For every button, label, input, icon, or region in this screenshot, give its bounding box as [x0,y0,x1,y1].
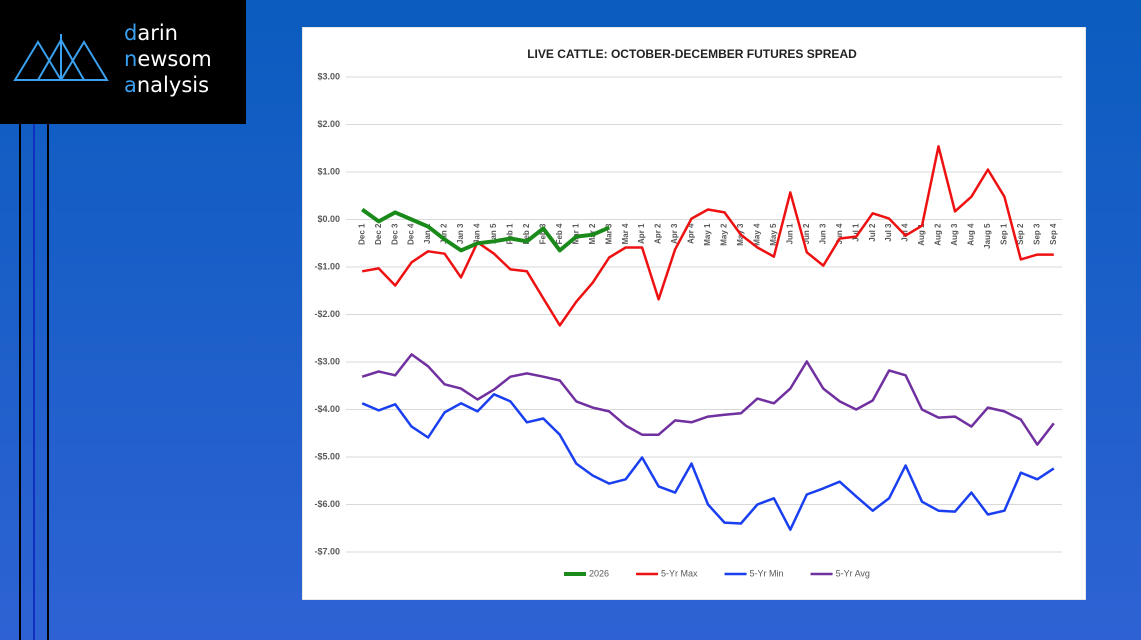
decor-bar [33,124,35,640]
y-tick-label: -$5.00 [314,451,340,461]
x-tick-label: Mar 3 [604,223,613,244]
y-tick-label: -$2.00 [314,309,340,319]
x-tick-label: Jun 3 [818,223,827,244]
x-tick-label: Jun 1 [785,223,794,244]
x-tick-label: Mar 1 [571,223,580,244]
x-tick-label: Apr 2 [654,223,663,244]
x-tick-label: Feb 4 [555,223,564,244]
x-tick-label: Jul 1 [851,223,860,242]
x-tick-label: Aug 4 [967,223,976,246]
logo-line: analysis [124,73,210,97]
legend-label: 2026 [589,568,609,578]
x-tick-label: Dec 1 [357,223,366,245]
x-tick-label: Feb 2 [522,223,531,244]
logo-line: darin [124,21,178,45]
chart-title: LIVE CATTLE: OCTOBER-DECEMBER FUTURES SP… [527,47,857,61]
x-tick-label: Jan 4 [473,223,482,244]
decor-bar [47,124,49,640]
x-tick-label: Jan 5 [489,223,498,244]
x-tick-label: Jan 3 [456,223,465,244]
x-tick-label: Jun 4 [835,223,844,244]
x-tick-label: Jan 2 [440,223,449,244]
x-tick-label: Jul 3 [884,223,893,242]
x-tick-label: Aug 1 [917,223,926,246]
x-tick-label: Sep 3 [1032,223,1041,245]
legend-label: 5-Yr Avg [836,568,870,578]
y-tick-label: $1.00 [317,166,340,176]
y-tick-label: $2.00 [317,119,340,129]
x-tick-label: Mar 4 [621,223,630,244]
x-tick-label: Sep 4 [1049,223,1058,245]
series-line [361,393,1055,531]
y-tick-label: -$6.00 [314,499,340,509]
y-tick-label: -$4.00 [314,404,340,414]
y-tick-label: -$1.00 [314,261,340,271]
x-tick-label: Dec 3 [390,223,399,245]
x-tick-label: Apr 4 [687,223,696,244]
chart-background [302,27,1086,600]
legend-label: 5-Yr Min [750,568,784,578]
x-tick-label: Sep 2 [1016,223,1025,245]
y-tick-label: -$3.00 [314,356,340,366]
x-tick-label: Dec 4 [407,223,416,245]
logo-line: newsom [124,47,212,71]
x-tick-label: Jaug 5 [983,223,992,249]
x-tick-label: Aug 3 [950,223,959,246]
x-tick-label: May 5 [769,223,778,246]
x-tick-label: Feb 3 [538,223,547,244]
series-line [361,353,1055,446]
x-tick-label: Feb 1 [506,223,515,244]
x-tick-label: Aug 2 [934,223,943,246]
chart: LIVE CATTLE: OCTOBER-DECEMBER FUTURES SP… [302,27,1086,600]
logo-icon [13,34,109,81]
x-tick-label: Sep 1 [999,223,1008,245]
x-tick-label: May 4 [753,223,762,246]
y-tick-label: $3.00 [317,71,340,81]
x-tick-label: May 1 [703,223,712,246]
x-tick-label: Apr 1 [637,223,646,244]
legend-label: 5-Yr Max [661,568,698,578]
x-tick-label: Dec 2 [374,223,383,245]
y-tick-label: -$7.00 [314,546,340,556]
x-tick-label: Jul 2 [868,223,877,242]
x-tick-label: Jun 2 [802,223,811,244]
x-tick-label: Apr 3 [670,223,679,244]
decor-bar [19,124,21,640]
series-line [361,207,610,253]
x-tick-label: May 2 [720,223,729,246]
x-tick-label: Jan 1 [423,223,432,244]
x-tick-label: Jul 4 [901,223,910,242]
logo: darin newsom analysis [0,0,246,124]
y-tick-label: $0.00 [317,214,340,224]
